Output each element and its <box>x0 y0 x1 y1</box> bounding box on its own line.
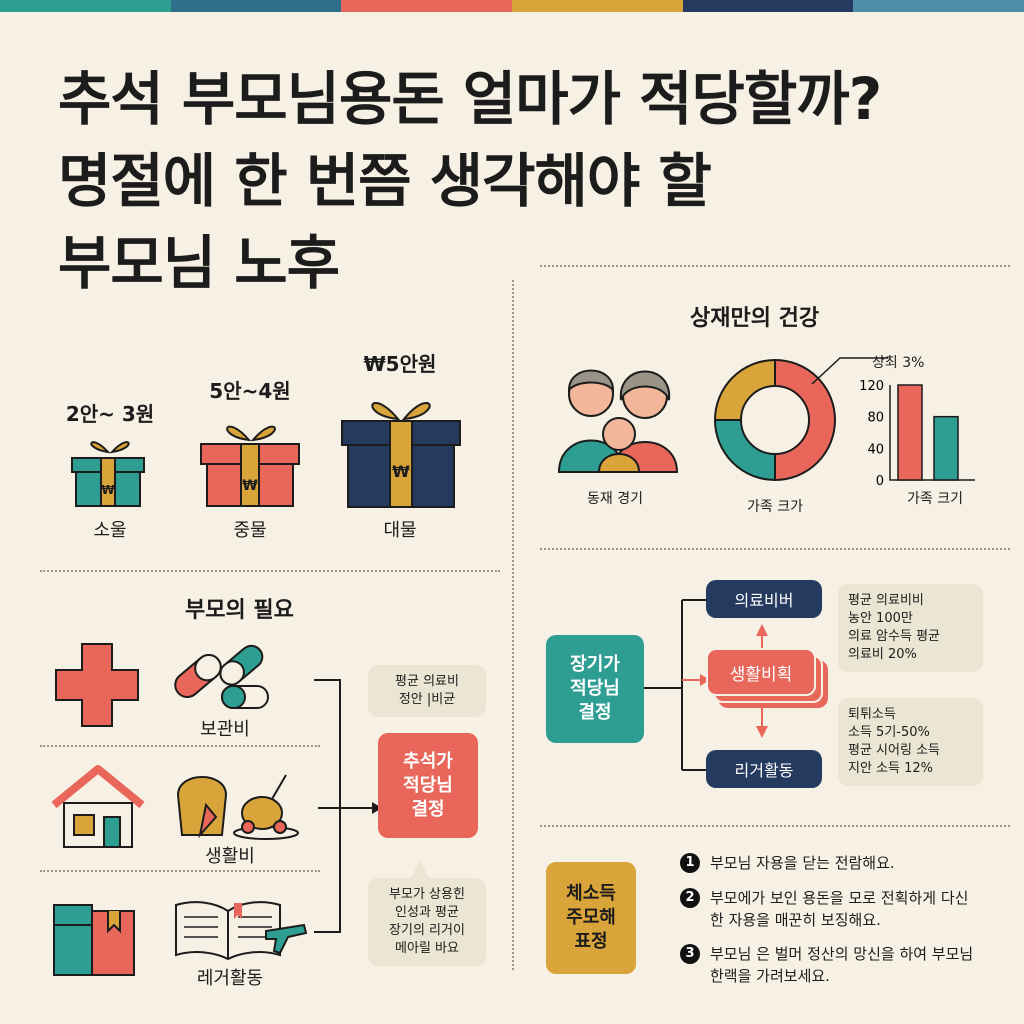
page-title: 추석 부모님용돈 얼마가 적당할까? 명절에 한 번쯤 생각해야 할 부모님 노… <box>58 58 882 304</box>
donut-label: 가족 크가 <box>747 499 803 515</box>
family-label: 동재 경기 <box>587 491 643 507</box>
steps-badge: 체소득 주모해 표정 <box>546 862 636 974</box>
bar-chart-label: 가족 크기 <box>907 491 963 507</box>
gift-small-price: 2안~ 3원 <box>65 402 155 426</box>
step-1-number: 1 <box>680 853 700 873</box>
divider-needs-1 <box>40 745 320 747</box>
books-icon <box>53 904 135 976</box>
step-2-number: 2 <box>680 888 700 908</box>
note-pointer <box>410 860 430 880</box>
svg-text:₩: ₩ <box>242 478 258 494</box>
needs-leisure-label: 레거활동 <box>196 968 264 989</box>
donut-slice-mustard <box>713 358 776 421</box>
step-2: 2 부모에가 보인 용돈을 모로 전획하게 다신한 자용을 매꾼히 보징해요. <box>680 887 1000 931</box>
bar-chart-ytick: 120 <box>859 379 884 394</box>
gift-large-label: 대물 <box>383 520 417 541</box>
step-3-text: 부모님 은 벌머 정산의 망신을 하여 부모님 한랙을 가려보세요. <box>710 945 974 985</box>
gift-medium-price: 5안~4원 <box>209 379 291 403</box>
needs-medical-label: 보관비 <box>200 719 250 740</box>
needs-title: 부모의 필요 <box>185 598 294 623</box>
step-2-text: 부모에가 보인 용돈을 모로 전획하게 다신한 자용을 매꾼히 보징해요. <box>710 889 969 929</box>
house-icon <box>51 765 145 848</box>
bar-chart-bar <box>897 384 923 481</box>
flow-note-top: 평균 의료비비 농안 100만 의료 암수득 평균 의료비 20% <box>838 584 983 672</box>
needs-note-bottom: 부모가 상용힌 인성과 평균 장기의 리거이 메아릴 바요 <box>368 878 486 966</box>
flow-connectors <box>644 599 768 771</box>
title-line-3: 부모님 노후 <box>58 229 340 297</box>
gift-large-icon: ₩ <box>341 401 461 508</box>
gift-small-icon: ₩ <box>71 441 145 507</box>
step-3: 3 부모님 은 벌머 정산의 망신을 하여 부모님 한랙을 가려보세요. <box>680 943 1000 987</box>
donut-callout: 상최 3% <box>872 355 925 371</box>
pills-icon <box>174 644 269 709</box>
gift-large-price: ₩5안원 <box>363 352 437 376</box>
bar-chart-ytick: 0 <box>876 474 884 489</box>
gift-small-label: 소울 <box>93 520 127 541</box>
vertical-divider <box>512 280 514 970</box>
step-3-number: 3 <box>680 944 700 964</box>
family-icon <box>557 369 679 473</box>
bar-chart-ytick: 40 <box>867 442 884 457</box>
flow-medical-box: 의료비버 <box>706 580 822 618</box>
medical-cross-icon <box>55 643 139 727</box>
food-icon <box>176 774 299 840</box>
title-line-2: 명절에 한 번쯤 생각해야 할 <box>58 147 712 215</box>
flow-leisure-box: 리거활동 <box>706 750 822 788</box>
health-title: 상재만의 건강 <box>690 306 820 331</box>
bar-chart-bar <box>933 415 959 481</box>
needs-connector <box>314 679 382 933</box>
gift-medium-icon: ₩ <box>200 425 300 507</box>
step-1: 1 부모님 자용을 닫는 전람해요. <box>680 852 1000 874</box>
gift-small-won: ₩ <box>101 483 115 497</box>
top-color-bar <box>0 0 1024 12</box>
book-travel-icon <box>175 901 308 961</box>
divider-right-top <box>540 265 1010 267</box>
svg-text:₩: ₩ <box>392 462 410 481</box>
title-line-1: 추석 부모님용돈 얼마가 적당할까? <box>58 65 882 133</box>
needs-decision-box: 추석가 적당님 결정 <box>378 733 478 838</box>
step-1-text: 부모님 자용을 닫는 전람해요. <box>710 854 895 872</box>
divider-needs-2 <box>40 870 320 872</box>
flow-decision-box: 장기가 적당님 결정 <box>546 635 644 743</box>
gift-medium-label: 중물 <box>233 520 267 541</box>
donut-slice-teal <box>713 419 776 482</box>
donut-chart <box>713 358 836 482</box>
needs-note-top: 평균 의료비 정안 |비균 <box>368 665 486 717</box>
divider-left-mid <box>40 570 500 572</box>
donut-callout-line <box>811 357 888 385</box>
donut-slice-coral <box>774 358 836 482</box>
flow-note-bottom: 퇴튀소득 소득 5기-50% 평균 시어링 소득 지안 소득 12% <box>838 698 983 786</box>
bar-chart-ytick: 80 <box>867 411 884 426</box>
needs-living-label: 생활비 <box>205 846 255 867</box>
divider-right-mid <box>540 548 1010 550</box>
bar-chart: 0 40 80 120 <box>859 379 975 489</box>
divider-right-bottom <box>540 825 1010 827</box>
flow-living-box: 생활비획 <box>706 648 816 696</box>
